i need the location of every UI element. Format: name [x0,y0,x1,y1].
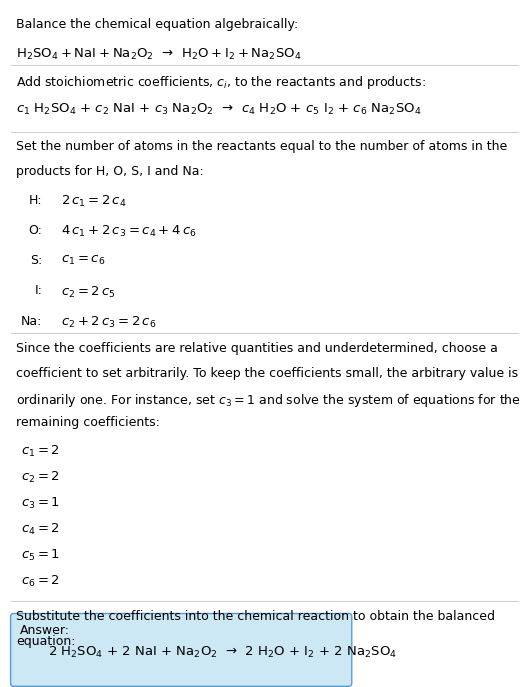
Text: O:: O: [29,224,42,237]
Text: Since the coefficients are relative quantities and underdetermined, choose a: Since the coefficients are relative quan… [16,342,498,355]
Text: $c_1 = c_6$: $c_1 = c_6$ [61,254,105,267]
Text: $c_5 = 1$: $c_5 = 1$ [21,548,60,563]
Text: $\mathregular{H_2SO_4 + NaI + Na_2O_2}$  →  $\mathregular{H_2O + I_2 + Na_2SO_4}: $\mathregular{H_2SO_4 + NaI + Na_2O_2}$ … [16,47,302,62]
Text: 2 $\mathregular{H_2SO_4}$ + 2 NaI + $\mathregular{Na_2O_2}$  →  2 $\mathregular{: 2 $\mathregular{H_2SO_4}$ + 2 NaI + $\ma… [48,645,397,660]
Text: $c_6 = 2$: $c_6 = 2$ [21,574,60,589]
Text: $c_2 + 2\,c_3 = 2\,c_6$: $c_2 + 2\,c_3 = 2\,c_6$ [61,315,156,330]
Text: $2\,c_1 = 2\,c_4$: $2\,c_1 = 2\,c_4$ [61,194,126,209]
Text: coefficient to set arbitrarily. To keep the coefficients small, the arbitrary va: coefficient to set arbitrarily. To keep … [16,367,518,380]
Text: Na:: Na: [21,315,42,328]
Text: S:: S: [30,254,42,267]
Text: ordinarily one. For instance, set $c_3 = 1$ and solve the system of equations fo: ordinarily one. For instance, set $c_3 =… [16,392,521,409]
Text: Substitute the coefficients into the chemical reaction to obtain the balanced: Substitute the coefficients into the che… [16,610,495,623]
Text: H:: H: [29,194,42,207]
Text: equation:: equation: [16,635,75,648]
Text: $c_2 = 2$: $c_2 = 2$ [21,470,60,485]
Text: Add stoichiometric coefficients, $c_i$, to the reactants and products:: Add stoichiometric coefficients, $c_i$, … [16,74,426,91]
Text: $4\,c_1 + 2\,c_3 = c_4 + 4\,c_6$: $4\,c_1 + 2\,c_3 = c_4 + 4\,c_6$ [61,224,196,239]
Text: $c_3 = 1$: $c_3 = 1$ [21,496,60,511]
Text: remaining coefficients:: remaining coefficients: [16,416,160,429]
Text: products for H, O, S, I and Na:: products for H, O, S, I and Na: [16,165,204,178]
Text: $c_1 = 2$: $c_1 = 2$ [21,444,60,459]
Text: $c_1\ \mathregular{H_2SO_4}$ + $c_2$ NaI + $c_3\ \mathregular{Na_2O_2}$  →  $c_4: $c_1\ \mathregular{H_2SO_4}$ + $c_2$ NaI… [16,102,421,117]
Text: $c_4 = 2$: $c_4 = 2$ [21,522,60,537]
Text: I:: I: [34,284,42,297]
Text: Set the number of atoms in the reactants equal to the number of atoms in the: Set the number of atoms in the reactants… [16,140,507,153]
Text: Balance the chemical equation algebraically:: Balance the chemical equation algebraica… [16,18,298,31]
FancyBboxPatch shape [11,613,352,686]
Text: Answer:: Answer: [20,624,70,637]
Text: $c_2 = 2\,c_5$: $c_2 = 2\,c_5$ [61,284,115,300]
